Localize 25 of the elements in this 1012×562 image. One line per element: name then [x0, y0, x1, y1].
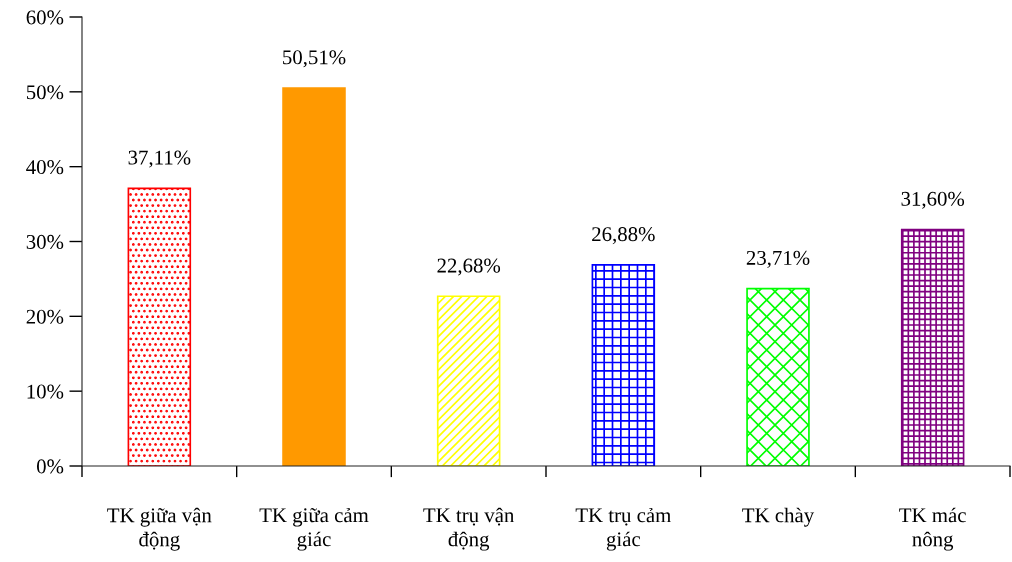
x-tick-label: TK chày: [742, 507, 815, 527]
data-label: 26,88%: [592, 227, 655, 245]
y-tick-label: 0%: [36, 459, 64, 474]
data-label: 31,60%: [901, 191, 965, 209]
x-tick-label: TK giữa cảm giác: [259, 507, 369, 551]
bar: [127, 187, 192, 466]
data-label: 50,51%: [283, 50, 346, 68]
y-tick-label: 30%: [26, 234, 64, 249]
x-tick-label: TK giữa vận động: [107, 507, 212, 551]
y-tick-label: 60%: [26, 10, 64, 25]
x-tick-label: TK trụ vận động: [423, 507, 515, 551]
y-tick-label: 20%: [26, 309, 64, 324]
data-label: 22,68%: [437, 258, 501, 276]
y-tick-label: 50%: [26, 85, 64, 100]
bar: [746, 287, 810, 466]
y-tick-label: 10%: [27, 384, 64, 399]
bar: [436, 295, 501, 466]
bar: [282, 87, 346, 466]
bar: [591, 264, 656, 466]
bar: [900, 228, 965, 466]
data-label: 37,11%: [128, 150, 191, 168]
data-label: 23,71%: [746, 250, 810, 268]
x-tick-label: TK mác nông: [899, 507, 966, 551]
x-tick-label: TK trụ cảm giác: [575, 507, 672, 551]
y-tick-label: 40%: [26, 160, 64, 175]
